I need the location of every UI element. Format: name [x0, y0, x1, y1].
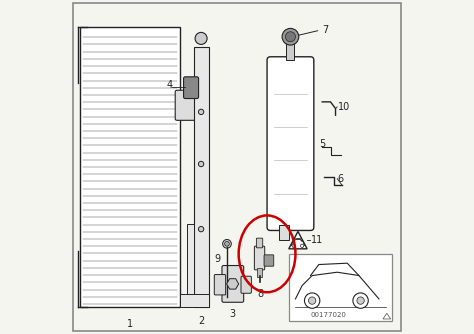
- Circle shape: [282, 28, 299, 45]
- FancyBboxPatch shape: [241, 276, 251, 293]
- Text: 1: 1: [127, 319, 133, 329]
- FancyBboxPatch shape: [175, 90, 195, 120]
- Bar: [289, 254, 392, 321]
- Circle shape: [353, 293, 368, 308]
- Bar: [187, 224, 193, 307]
- FancyBboxPatch shape: [73, 3, 401, 331]
- Circle shape: [199, 161, 204, 167]
- Text: 10: 10: [338, 102, 350, 112]
- Text: 6: 6: [338, 174, 344, 184]
- Text: 7: 7: [322, 25, 328, 35]
- FancyBboxPatch shape: [183, 77, 199, 99]
- Circle shape: [195, 32, 207, 44]
- Circle shape: [199, 226, 204, 232]
- Circle shape: [301, 244, 304, 247]
- Circle shape: [285, 32, 295, 42]
- Text: 5: 5: [319, 139, 325, 149]
- FancyBboxPatch shape: [256, 238, 263, 248]
- Bar: [180, 294, 209, 307]
- Circle shape: [357, 297, 364, 304]
- Polygon shape: [383, 313, 391, 319]
- FancyBboxPatch shape: [279, 225, 289, 240]
- Text: 4: 4: [167, 80, 173, 90]
- Polygon shape: [227, 279, 239, 289]
- Bar: [80, 27, 180, 307]
- FancyBboxPatch shape: [214, 275, 226, 295]
- Text: 11: 11: [311, 235, 323, 245]
- Circle shape: [223, 239, 231, 248]
- Bar: [193, 47, 209, 307]
- Text: 8: 8: [257, 289, 264, 299]
- Text: 9: 9: [214, 254, 220, 264]
- Text: 3: 3: [229, 309, 236, 319]
- FancyBboxPatch shape: [222, 266, 244, 302]
- Circle shape: [199, 109, 204, 115]
- FancyBboxPatch shape: [255, 246, 264, 270]
- Circle shape: [304, 293, 320, 308]
- Circle shape: [225, 241, 229, 246]
- Bar: [286, 43, 294, 60]
- Circle shape: [309, 297, 316, 304]
- Circle shape: [292, 244, 295, 247]
- Text: 2: 2: [198, 316, 204, 326]
- Polygon shape: [289, 231, 307, 249]
- Bar: [257, 268, 263, 277]
- FancyBboxPatch shape: [267, 57, 314, 230]
- FancyBboxPatch shape: [264, 255, 274, 266]
- Text: 00177020: 00177020: [310, 312, 346, 318]
